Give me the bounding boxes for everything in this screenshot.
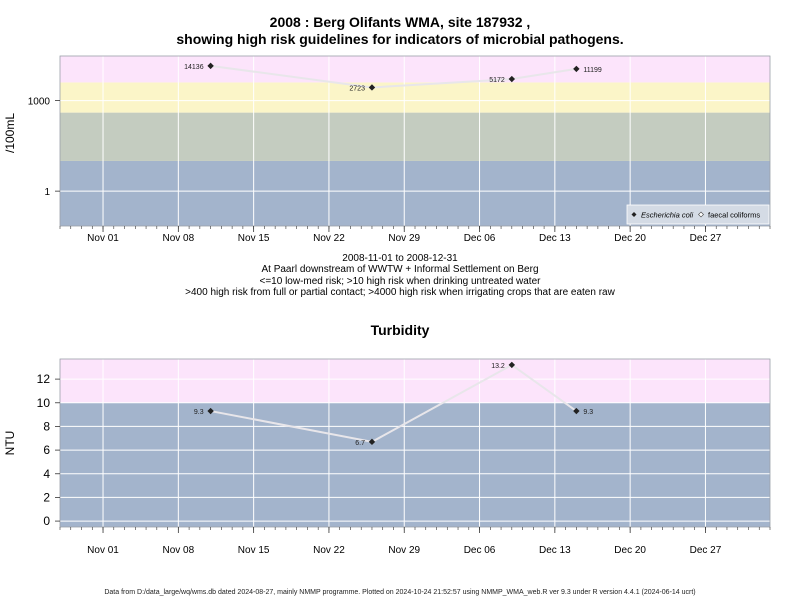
- data-point: [368, 84, 376, 91]
- data-point: [368, 438, 376, 446]
- x-tick-label: Nov 08: [162, 233, 194, 244]
- x-tick-label: Nov 22: [313, 545, 345, 556]
- data-point: [573, 65, 580, 73]
- site-subtitle: At Paarl downstream of WWTW + Informal S…: [261, 264, 539, 275]
- subplot-title: Turbidity: [371, 322, 430, 338]
- x-tick-label: Dec 13: [539, 233, 571, 244]
- data-point: [207, 407, 214, 415]
- x-tick-label: Nov 15: [238, 233, 270, 244]
- risk-note-drinking: <=10 low-med risk; >10 high risk when dr…: [259, 276, 541, 287]
- x-tick-label: Nov 08: [162, 545, 194, 556]
- y-tick-label: 1: [44, 187, 50, 198]
- legend-marker-faecal: [698, 211, 704, 218]
- data-point: [573, 407, 580, 415]
- risk-band-0: [60, 402, 770, 527]
- data-label: 9.3: [583, 409, 593, 416]
- data-point: [508, 75, 516, 83]
- data-label: 9.3: [194, 409, 204, 416]
- series-line: [210, 363, 577, 443]
- x-tick-label: Nov 29: [388, 233, 420, 244]
- data-point: [207, 62, 214, 70]
- x-tick-label: Dec 13: [539, 545, 571, 556]
- y-tick-label: 8: [43, 419, 50, 433]
- x-tick-label: Nov 01: [87, 545, 119, 556]
- x-tick-label: Nov 01: [87, 233, 119, 244]
- y-tick-label: 1000: [28, 97, 51, 108]
- y-axis-label: /100mL: [3, 113, 17, 153]
- legend-box: [626, 204, 770, 225]
- data-label: 13.2: [491, 363, 505, 370]
- risk-note-contact: >400 high risk from full or partial cont…: [185, 287, 615, 298]
- y-axis-label: NTU: [3, 431, 17, 456]
- data-point: [508, 361, 516, 369]
- y-tick-label: 12: [37, 372, 51, 386]
- y-tick-label: 2: [43, 490, 50, 504]
- y-tick-label: 0: [43, 514, 50, 528]
- legend-label-faecal: faecal coliforms: [708, 211, 760, 220]
- chart-title-line1: 2008 : Berg Olifants WMA, site 187932 ,: [269, 14, 531, 30]
- y-tick-label: 6: [43, 443, 50, 457]
- date-range-subtitle: 2008-11-01 to 2008-12-31: [342, 253, 458, 264]
- x-tick-label: Dec 20: [614, 233, 646, 244]
- x-tick-label: Dec 20: [614, 545, 646, 556]
- data-label: 11199: [583, 67, 602, 74]
- x-tick-label: Dec 27: [690, 545, 722, 556]
- x-tick-label: Nov 15: [238, 545, 270, 556]
- y-tick-label: 4: [43, 467, 50, 481]
- x-tick-label: Nov 29: [388, 545, 420, 556]
- series-line: [210, 64, 577, 89]
- legend-label-ecoli: Escherichia coli: [641, 211, 693, 220]
- x-tick-label: Dec 06: [464, 233, 496, 244]
- legend-marker-ecoli: [631, 212, 637, 217]
- risk-band-1: [60, 359, 770, 403]
- x-tick-label: Nov 22: [313, 233, 345, 244]
- y-tick-label: 10: [37, 396, 51, 410]
- footer-note: Data from D:/data_large/wq/wms.db dated …: [104, 589, 696, 596]
- data-label: 6.7: [355, 440, 365, 447]
- chart-title-line2: showing high risk guidelines for indicat…: [176, 31, 624, 47]
- x-tick-label: Dec 06: [464, 545, 496, 556]
- data-label: 14136: [184, 64, 204, 71]
- data-label: 2723: [349, 85, 365, 92]
- x-tick-label: Dec 27: [690, 233, 722, 244]
- data-label: 5172: [489, 77, 505, 84]
